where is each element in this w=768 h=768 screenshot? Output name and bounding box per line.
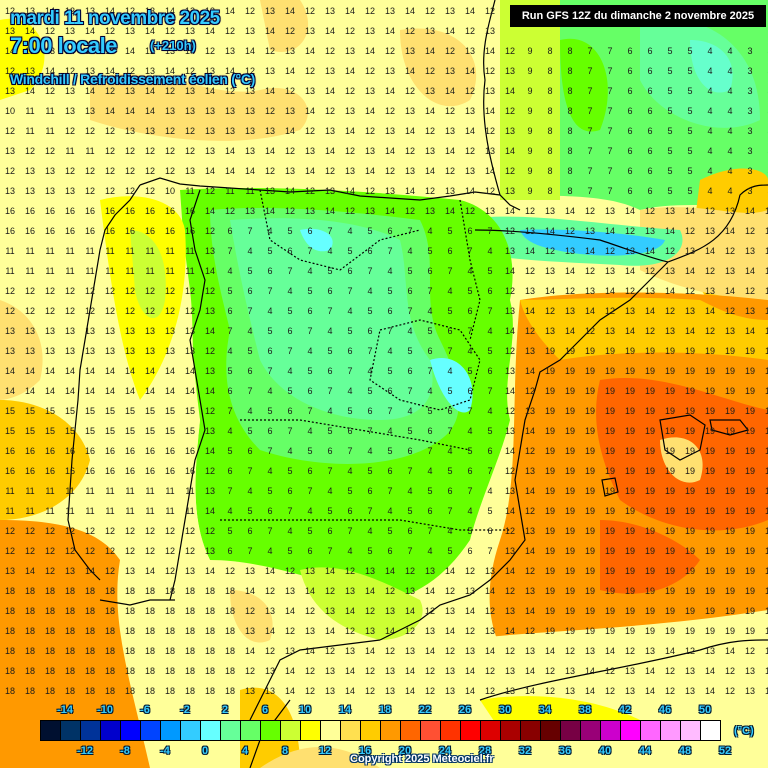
legend-tick-top: 38 — [578, 704, 592, 716]
legend-swatch — [321, 721, 341, 740]
legend-swatch — [641, 721, 661, 740]
legend-tick-bottom: 20 — [398, 745, 412, 757]
legend-swatch — [621, 721, 641, 740]
legend-swatch — [201, 721, 221, 740]
legend-swatch — [221, 721, 241, 740]
legend-tick-bottom: -4 — [160, 745, 170, 757]
legend-swatch — [461, 721, 481, 740]
legend-tick-top: 14 — [338, 704, 352, 716]
legend-swatch — [401, 721, 421, 740]
legend-tick-top: 10 — [298, 704, 312, 716]
legend-swatch — [561, 721, 581, 740]
model-run-label: Run GFS 12Z du dimanche 2 novembre 2025 — [510, 5, 766, 27]
legend-tick-top: 6 — [261, 704, 269, 716]
legend-swatch — [141, 721, 161, 740]
legend-swatch — [181, 721, 201, 740]
legend-swatch — [241, 721, 261, 740]
legend-tick-bottom: 44 — [638, 745, 652, 757]
legend-swatch — [581, 721, 601, 740]
legend-swatch — [481, 721, 501, 740]
legend-tick-top: 18 — [378, 704, 392, 716]
legend-tick-bottom: 52 — [718, 745, 732, 757]
legend-swatch — [441, 721, 461, 740]
legend-tick-bottom: 12 — [318, 745, 332, 757]
legend-tick-top: -6 — [140, 704, 150, 716]
legend-swatch — [501, 721, 521, 740]
legend-swatch — [341, 721, 361, 740]
legend-swatch — [121, 721, 141, 740]
legend-tick-top: -14 — [57, 704, 73, 716]
legend-tick-bottom: 28 — [478, 745, 492, 757]
legend-tick-bottom: 32 — [518, 745, 532, 757]
legend-tick-bottom: 48 — [678, 745, 692, 757]
legend-tick-bottom: -12 — [77, 745, 93, 757]
copyright-text: Copyright 2025 Meteociel.fr — [350, 753, 494, 765]
legend-swatch — [681, 721, 701, 740]
legend-tick-top: 50 — [698, 704, 712, 716]
legend-tick-top: 22 — [418, 704, 432, 716]
color-legend-bar — [40, 720, 721, 741]
legend-tick-top: 46 — [658, 704, 672, 716]
legend-tick-bottom: -8 — [120, 745, 130, 757]
parameter-label: Windchill / Refroidissement éolien (°C) — [10, 71, 256, 87]
legend-swatch — [81, 721, 101, 740]
legend-tick-bottom: 24 — [438, 745, 452, 757]
legend-tick-top: -10 — [97, 704, 113, 716]
legend-swatch — [701, 721, 720, 740]
legend-swatch — [41, 721, 61, 740]
legend-tick-bottom: 4 — [241, 745, 249, 757]
legend-tick-bottom: 36 — [558, 745, 572, 757]
legend-tick-top: 42 — [618, 704, 632, 716]
legend-swatch — [661, 721, 681, 740]
legend-tick-bottom: 0 — [201, 745, 209, 757]
legend-unit: (°C) — [734, 725, 754, 737]
legend-swatch — [161, 721, 181, 740]
legend-swatch — [421, 721, 441, 740]
legend-swatch — [101, 721, 121, 740]
legend-tick-bottom: 40 — [598, 745, 612, 757]
legend-swatch — [301, 721, 321, 740]
legend-tick-top: 2 — [221, 704, 229, 716]
legend-swatch — [361, 721, 381, 740]
legend-tick-top: 30 — [498, 704, 512, 716]
legend-swatch — [521, 721, 541, 740]
legend-swatch — [381, 721, 401, 740]
legend-tick-top: 26 — [458, 704, 472, 716]
legend-swatch — [281, 721, 301, 740]
legend-tick-bottom: 16 — [358, 745, 372, 757]
forecast-offset: (+210h) — [150, 38, 196, 53]
legend-swatch — [601, 721, 621, 740]
forecast-date: mardi 11 novembre 2025 — [10, 8, 220, 29]
legend-tick-bottom: 8 — [281, 745, 289, 757]
legend-swatch — [541, 721, 561, 740]
legend-tick-top: 34 — [538, 704, 552, 716]
legend-swatch — [261, 721, 281, 740]
legend-tick-top: -2 — [180, 704, 190, 716]
forecast-time: 7:00 locale — [10, 33, 118, 58]
legend-swatch — [61, 721, 81, 740]
